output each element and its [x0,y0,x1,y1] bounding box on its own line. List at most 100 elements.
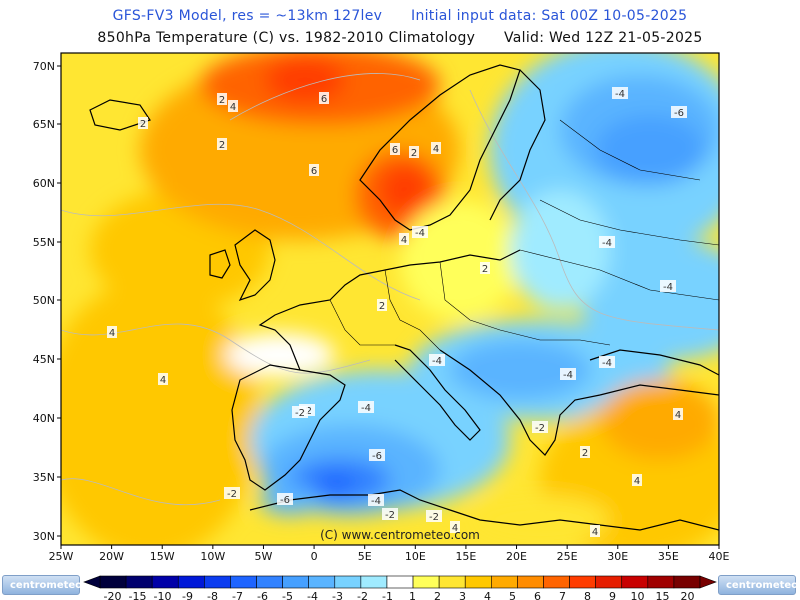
contour-label-bg [450,521,460,533]
contour-label: 4 [160,375,166,386]
contour-label: -4 [615,89,625,100]
contour-label-bg [599,236,615,248]
contour-label: -4 [663,282,673,293]
colorbar-swatch [256,575,283,589]
watermark: (C) www.centrometeo.com [320,528,480,542]
coastlines [89,64,719,531]
colorbar-swatch [595,575,623,589]
colorbar-swatch [177,575,205,589]
model-info: GFS-FV3 Model, res = ~13km 127lev [112,8,383,24]
colorbar-tick: 7 [559,590,566,600]
colorbar-swatch [543,575,570,589]
colorbar-tick: 1 [409,590,416,600]
colorbar-tick: 9 [609,590,616,600]
contour-label-bg [277,493,293,505]
contour-label-bg [399,233,409,245]
contour-label-bg [480,262,490,274]
contour-label-bg [390,143,400,155]
lon-label: 25W [49,550,74,563]
contour-label: -2 [295,408,305,419]
contour-label: -2 [227,489,237,500]
colorbar-tick: -8 [207,590,218,600]
contour-label-bg [217,93,227,105]
colorbar-swatch [621,575,649,589]
contour-label: -2 [429,512,439,523]
lat-label: 45N [33,353,55,366]
contour-label: -4 [563,370,573,381]
contour-label-bg [158,373,168,385]
contour-label-bg [599,356,615,368]
colorbar-swatch [125,575,153,589]
colorbar-tick: -9 [182,590,193,600]
contour-label-bg [590,525,600,537]
contour-label: -2 [535,423,545,434]
contour-label-bg [560,368,576,380]
contour-label-bg [292,406,308,418]
contour-label: -6 [372,451,382,462]
contour-label: 4 [592,527,598,538]
contour-label: -4 [415,228,425,239]
colorbar-tick: 2 [434,590,441,600]
contour-label: 4 [109,328,115,339]
contour-label: 4 [230,102,236,113]
logo-left-text: centrometeo [10,579,83,591]
contour-label-bg [358,401,374,413]
contour-label-bg [228,100,238,112]
logo-right: centrometeo [718,575,799,595]
contour-label: -4 [602,238,612,249]
colorbar-tick: 15 [656,590,670,600]
colorbar-swatch [647,575,675,589]
colorbar-swatch [360,575,388,589]
contour-label-bg [319,92,329,104]
lon-label: 25E [557,550,578,563]
contour-label-bg [369,449,385,461]
colorbar-swatch [99,575,127,589]
colorbar-swatch [569,575,596,589]
lon-label: 30E [607,550,628,563]
logo-right-text: centrometeo [726,579,799,591]
field-info: 850hPa Temperature (C) vs. 1982-2010 Cli… [97,30,476,46]
contour-label-bg [431,142,441,154]
lon-label: 5E [358,550,372,563]
contour-label-bg [409,146,419,158]
title-line-2: 850hPa Temperature (C) vs. 1982-2010 Cli… [0,30,800,46]
colorbar-tick: 8 [584,590,591,600]
init-info: Initial input data: Sat 00Z 10-05-2025 [411,8,688,24]
contour-label: 6 [392,145,398,156]
lon-label: 5W [255,550,273,563]
colorbar-swatch [386,575,414,589]
lat-label: 55N [33,236,55,249]
lat-label: 50N [33,294,55,307]
contour-label: 4 [634,476,640,487]
colorbar-tick: -15 [129,590,147,600]
contour-label: 4 [452,523,458,534]
country-borders [329,119,719,351]
colorbar-tick: 20 [681,590,695,600]
colorbar-swatch [517,575,544,589]
colorbar-swatch [204,575,231,589]
contour-label: 2 [411,148,417,159]
colorbar-swatch [230,575,257,589]
contour-label: -2 [385,510,395,521]
title-line-1: GFS-FV3 Model, res = ~13km 127lev Initia… [0,8,800,24]
colorbar-swatch [491,575,518,589]
lon-label: 15W [150,550,175,563]
contour-label-bg [412,226,428,238]
lat-label: 30N [33,530,55,543]
contour-label-bg [224,487,240,499]
contour-label: 4 [433,144,439,155]
colorbar-tick: -5 [282,590,293,600]
contour-label: 2 [379,301,385,312]
colorbar-tick: -10 [154,590,172,600]
contour-label-group: 6422664422-2-4-6-6-4-4-4-444-2-4-6-4-2-4… [107,87,687,538]
contour-label: -4 [602,358,612,369]
contour-label-bg [612,87,628,99]
lat-label: 65N [33,118,55,131]
contour-label-bg [426,510,442,522]
colorbar-tick: -3 [332,590,343,600]
colorbar-swatch [334,575,362,589]
lon-label: 10E [405,550,426,563]
colorbar-swatch [151,575,179,589]
contour-label: 2 [582,448,588,459]
colorbar-tick: -7 [232,590,243,600]
